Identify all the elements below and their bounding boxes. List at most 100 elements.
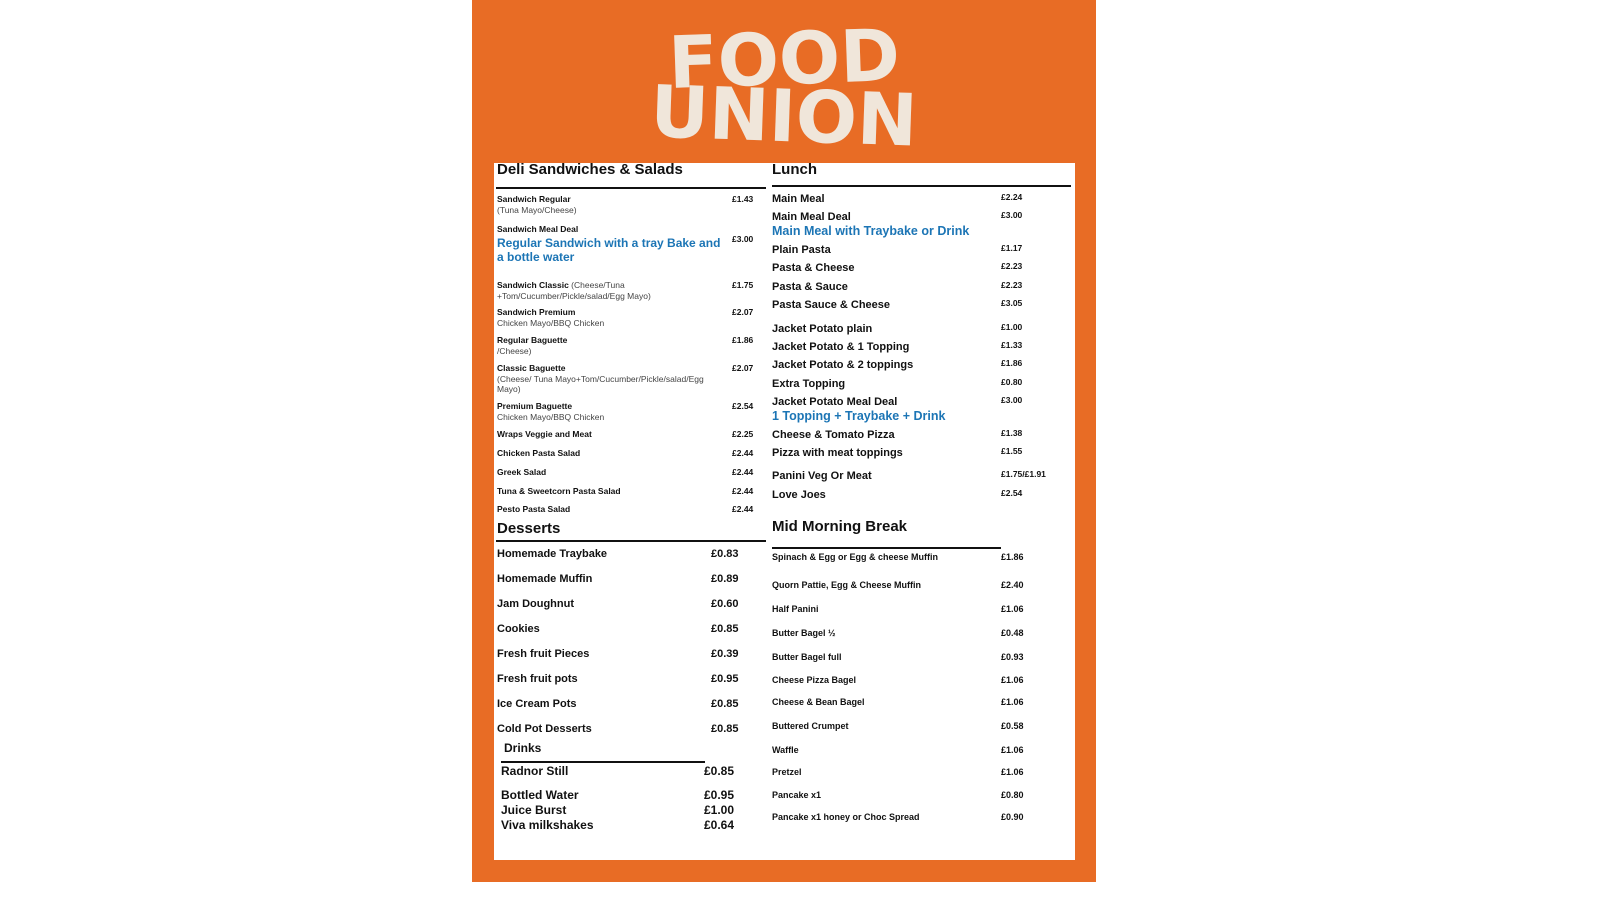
- item-name: Jacket Potato & 1 Topping: [772, 341, 910, 353]
- item-price: £1.86: [1001, 552, 1024, 562]
- item-name: Butter Bagel ½: [772, 628, 836, 638]
- item-name: Cheese Pizza Bagel: [772, 675, 857, 685]
- item-price: £1.75/£1.91: [1001, 469, 1046, 479]
- item-name: Love Joes: [772, 489, 826, 501]
- item-price: £2.07: [732, 363, 754, 373]
- item-price: £3.05: [1001, 298, 1023, 308]
- svg-text:UNION: UNION: [649, 69, 919, 149]
- item-name: Premium Baguette: [497, 401, 573, 411]
- item-name: Classic Baguette: [497, 363, 566, 373]
- deal-description: Main Meal with Traybake or Drink: [772, 224, 970, 238]
- item-name: Half Panini: [772, 604, 819, 614]
- item-name: Main Meal: [772, 193, 825, 205]
- deli-heading: Deli Sandwiches & Salads: [497, 161, 683, 178]
- item-price: £1.86: [732, 335, 754, 345]
- item-name: Buttered Crumpet: [772, 721, 849, 731]
- item-name: Extra Topping: [772, 378, 846, 390]
- item-price: £3.00: [1001, 210, 1023, 220]
- item-name: Main Meal Deal: [772, 211, 851, 223]
- mid-morning-divider: [772, 547, 1001, 549]
- item-name: Cold Pot Desserts: [497, 723, 592, 735]
- item-name: Homemade Traybake: [497, 548, 608, 560]
- item-price: £2.23: [1001, 261, 1023, 271]
- item-price: £2.44: [732, 504, 754, 514]
- item-name: Cookies: [497, 623, 540, 635]
- item-name: Sandwich Premium: [497, 307, 576, 317]
- item-name: Fresh fruit Pieces: [497, 648, 590, 660]
- deal-description: 1 Topping + Traybake + Drink: [772, 409, 946, 423]
- item-name: Jacket Potato plain: [772, 323, 873, 335]
- drinks-divider: [501, 761, 705, 763]
- item-price: £1.86: [1001, 358, 1023, 368]
- item-price: £0.85: [711, 698, 739, 710]
- mid-morning-heading: Mid Morning Break: [772, 518, 908, 535]
- item-price: £2.23: [1001, 280, 1023, 290]
- item-price: £1.06: [1001, 675, 1024, 685]
- item-name: Fresh fruit pots: [497, 673, 578, 685]
- item-price: £1.75: [732, 280, 754, 290]
- item-description: (Cheese/Tuna: [568, 280, 625, 290]
- item-name: Jam Doughnut: [497, 598, 574, 610]
- item-name: Regular Baguette: [497, 335, 568, 345]
- item-price: £1.33: [1001, 340, 1023, 350]
- svg-text:FOOD: FOOD: [667, 14, 901, 105]
- lunch-divider: [772, 185, 1071, 187]
- item-price: £0.85: [711, 723, 739, 735]
- item-name: Sandwich Regular: [497, 194, 571, 204]
- item-price: £2.54: [1001, 488, 1023, 498]
- item-description: +Tom/Cucumber/Pickle/salad/Egg Mayo): [497, 291, 651, 301]
- item-name: Pasta & Cheese: [772, 262, 855, 274]
- item-name: Pasta & Sauce: [772, 281, 848, 293]
- item-price: £0.48: [1001, 628, 1024, 638]
- item-name-text: Sandwich Classic: [497, 280, 569, 290]
- item-price: £0.85: [711, 623, 739, 635]
- item-price: £0.90: [1001, 812, 1024, 822]
- item-name: Cheese & Bean Bagel: [772, 697, 865, 707]
- item-description: Chicken Mayo/BBQ Chicken: [497, 412, 605, 422]
- item-name: Radnor Still: [501, 764, 569, 778]
- item-price: £0.93: [1001, 652, 1024, 662]
- item-name: Cheese & Tomato Pizza: [772, 429, 895, 441]
- item-price: £2.24: [1001, 192, 1023, 202]
- item-name: Sandwich Classic (Cheese/Tuna: [497, 280, 625, 291]
- item-name: Viva milkshakes: [501, 818, 594, 832]
- item-price: £1.00: [704, 803, 735, 817]
- item-price: £0.95: [711, 673, 739, 685]
- item-name: Ice Cream Pots: [497, 698, 577, 710]
- item-name: Tuna & Sweetcorn Pasta Salad: [497, 486, 621, 496]
- item-name: Homemade Muffin: [497, 573, 593, 585]
- item-price: £1.06: [1001, 697, 1024, 707]
- menu-panel: [494, 163, 1075, 860]
- item-price: £0.64: [704, 818, 735, 832]
- item-name: Wraps Veggie and Meat: [497, 429, 592, 439]
- item-name: Pizza with meat toppings: [772, 447, 903, 459]
- item-price: £2.54: [732, 401, 754, 411]
- item-description: Chicken Mayo/BBQ Chicken: [497, 318, 605, 328]
- item-price: £1.43: [732, 194, 754, 204]
- item-price: £1.17: [1001, 243, 1023, 253]
- item-price: £1.55: [1001, 446, 1023, 456]
- item-price: £0.39: [711, 648, 739, 660]
- deal-description: Regular Sandwich with a tray Bake and a …: [497, 236, 721, 264]
- desserts-divider: [496, 540, 766, 542]
- item-price: £3.00: [732, 234, 754, 244]
- food-union-logo: FOOD UNION: [649, 14, 919, 149]
- item-price: £0.80: [1001, 377, 1023, 387]
- item-name: Pasta Sauce & Cheese: [772, 299, 891, 311]
- item-name: Spinach & Egg or Egg & cheese Muffin: [772, 552, 939, 562]
- item-price: £0.58: [1001, 721, 1024, 731]
- item-price: £1.06: [1001, 604, 1024, 614]
- deli-divider: [496, 187, 766, 189]
- item-price: £2.25: [732, 429, 754, 439]
- item-name: Waffle: [772, 745, 799, 755]
- item-price: £1.38: [1001, 428, 1023, 438]
- item-name: Pancake x1 honey or Choc Spread: [772, 812, 920, 822]
- item-price: £2.44: [732, 448, 754, 458]
- item-price: £1.00: [1001, 322, 1023, 332]
- item-name: Panini Veg Or Meat: [772, 470, 872, 482]
- desserts-heading: Desserts: [497, 520, 561, 537]
- item-price: £0.83: [711, 548, 739, 560]
- item-name: Sandwich Meal Deal: [497, 224, 579, 234]
- item-name: Quorn Pattie, Egg & Cheese Muffin: [772, 580, 922, 590]
- item-name: Greek Salad: [497, 467, 547, 477]
